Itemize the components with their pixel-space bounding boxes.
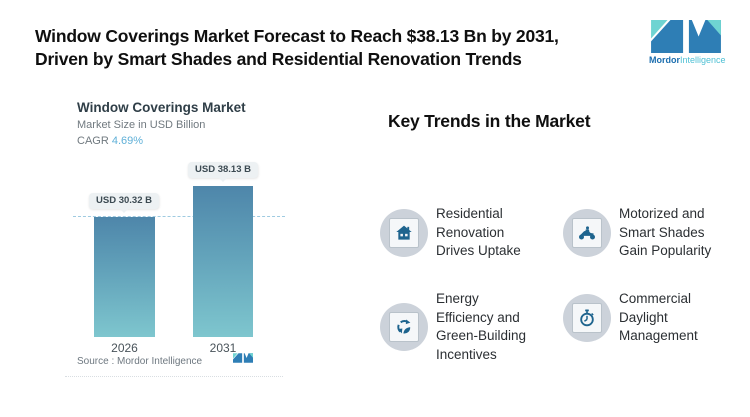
- value-label-2026: USD 30.32 B: [89, 193, 159, 209]
- page-title-line2: Driven by Smart Shades and Residential R…: [35, 49, 522, 69]
- recycle-leaf-icon: [397, 319, 411, 334]
- trend-item-motorized-shades: Motorized and Smart Shades Gain Populari…: [563, 205, 717, 261]
- motorcycle-icon: [579, 226, 595, 240]
- source-logo-icon: [233, 353, 253, 363]
- chart-cagr: CAGR 4.69%: [77, 135, 300, 147]
- brand-name-secondary: Intelligence: [680, 55, 726, 65]
- value-label-2031: USD 38.13 B: [188, 162, 258, 178]
- cagr-label: CAGR: [77, 135, 109, 147]
- page-title-line1: Window Coverings Market Forecast to Reac…: [35, 26, 559, 46]
- trend-label: Commercial Daylight Management: [619, 291, 698, 343]
- chart-title: Window Coverings Market: [77, 100, 246, 115]
- page-title: Window Coverings Market Forecast to Reac…: [35, 25, 559, 71]
- brand-name-primary: Mordor: [649, 55, 680, 65]
- home-icon: [396, 225, 412, 240]
- trend-item-residential-renovation: Residential Renovation Drives Uptake: [380, 205, 534, 261]
- brand-logo: MordorIntelligence: [649, 20, 726, 65]
- cagr-value: 4.69%: [111, 135, 144, 147]
- trend-icon-badge: [380, 208, 428, 257]
- trend-icon-badge: [563, 293, 611, 342]
- mordor-intelligence-logo-icon: [651, 20, 721, 53]
- brand-name: MordorIntelligence: [649, 55, 726, 65]
- reference-dashed-line: [73, 216, 285, 217]
- trend-label: Residential Renovation Drives Uptake: [436, 206, 521, 258]
- source-note: Source : Mordor Intelligence: [77, 356, 203, 367]
- bar-2026: [94, 217, 155, 337]
- trend-icon-badge: [563, 208, 611, 257]
- chart-subtitle: Market Size in USD Billion: [77, 119, 206, 131]
- trend-label: Energy Efficiency and Green-Building Inc…: [436, 291, 527, 362]
- trend-item-commercial-daylight: Commercial Daylight Management: [563, 290, 717, 346]
- trend-item-energy-efficiency: Energy Efficiency and Green-Building Inc…: [380, 290, 534, 364]
- bar-2031: [193, 186, 253, 337]
- panel-divider: [65, 376, 283, 377]
- market-chart-panel: Window Coverings Market Market Size in U…: [65, 100, 300, 390]
- trend-icon-badge: [380, 303, 428, 351]
- trend-label: Motorized and Smart Shades Gain Populari…: [619, 206, 712, 258]
- trends-heading: Key Trends in the Market: [388, 111, 591, 131]
- key-trends-panel: Key Trends in the Market Residential Ren…: [380, 105, 730, 395]
- x-axis-label-2031: 2031: [209, 341, 237, 355]
- x-axis-label-2026: 2026: [111, 341, 138, 355]
- stopwatch-icon: [580, 309, 594, 327]
- bar-chart-plot: USD 30.32 B USD 38.13 B: [65, 162, 300, 337]
